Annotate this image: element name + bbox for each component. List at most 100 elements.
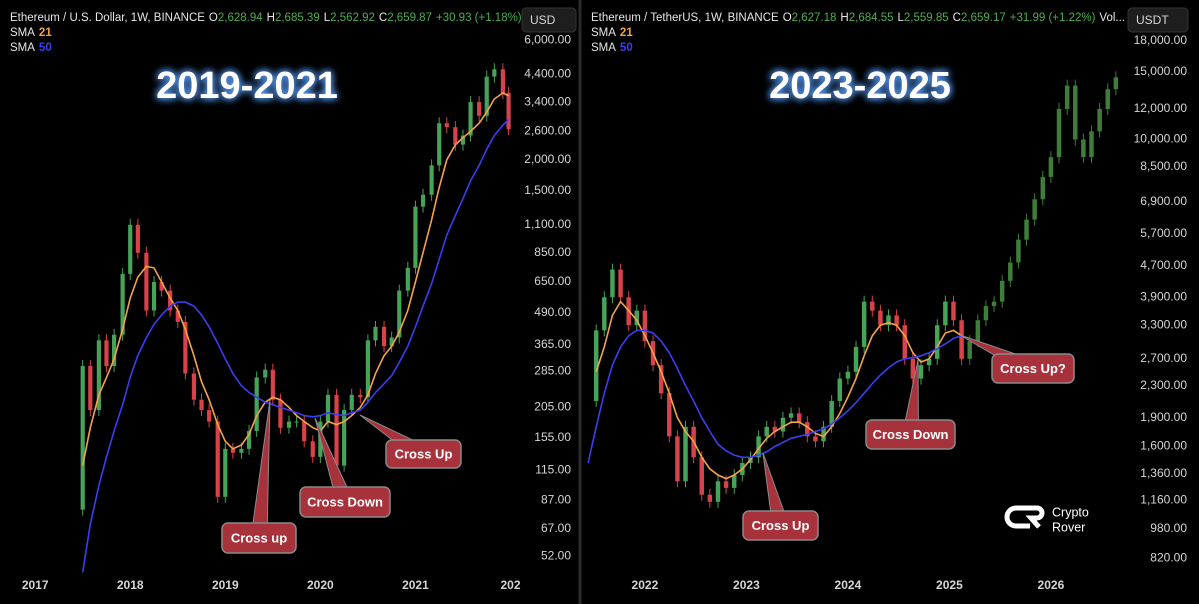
candle — [500, 69, 505, 93]
y-tick-label: 87.00 — [541, 493, 571, 507]
candle — [845, 371, 851, 379]
field-value: 2,685.39 — [274, 12, 320, 24]
legend-entry: SMA 21 — [591, 26, 1125, 41]
x-tick-label: 2018 — [117, 578, 144, 592]
annotation-box — [865, 419, 956, 450]
y-tick-label: 8,500.00 — [1140, 159, 1187, 173]
candle — [365, 340, 370, 398]
currency-label: USDT — [1136, 13, 1169, 27]
candle — [667, 393, 672, 437]
candle — [715, 481, 721, 502]
x-tick-label: 2021 — [402, 578, 429, 592]
candle — [120, 273, 125, 335]
x-tick-label: 2025 — [936, 578, 963, 592]
y-tick-label: 2,600.00 — [524, 123, 571, 137]
y-tick-label: 2,000.00 — [524, 152, 571, 166]
annotation-label: Cross Up — [752, 518, 810, 533]
annotation-label: Cross Up — [395, 446, 453, 461]
candle — [342, 410, 347, 466]
candle — [756, 436, 761, 458]
y-tick-label: 2,700.00 — [1140, 351, 1187, 365]
candle — [910, 358, 916, 379]
legend-param: 50 — [38, 42, 52, 54]
candle — [223, 448, 228, 497]
candle — [159, 281, 164, 291]
candle — [239, 448, 244, 453]
y-tick-label: 6,900.00 — [1140, 194, 1187, 208]
candle — [1056, 108, 1062, 158]
x-tick-label: 202 — [500, 578, 520, 592]
y-tick-label: 3,400.00 — [524, 94, 571, 108]
candle — [683, 426, 688, 482]
candle — [175, 310, 180, 322]
candle — [999, 280, 1005, 302]
candle — [199, 399, 204, 411]
field-key: H — [840, 12, 849, 24]
plot-area — [587, 71, 1119, 508]
candle — [943, 301, 948, 326]
candle — [707, 494, 713, 502]
candle — [772, 426, 778, 432]
x-tick-label: 2024 — [835, 578, 862, 592]
candle — [1024, 219, 1029, 240]
candle — [104, 340, 109, 366]
annotation-label: Cross Down — [873, 427, 949, 442]
candle — [1089, 131, 1094, 158]
sma-line — [587, 329, 962, 464]
candle — [959, 320, 964, 359]
y-tick-label: 52.00 — [541, 549, 571, 563]
chart-title: 2019-2021 — [156, 65, 338, 107]
field-key: L — [897, 12, 904, 24]
candle — [207, 410, 212, 422]
currency-label: USD — [530, 13, 556, 27]
y-tick-label: 5,700.00 — [1140, 226, 1187, 240]
candle — [926, 358, 932, 366]
x-tick-label: 2017 — [22, 578, 49, 592]
y-tick-label: 4,700.00 — [1140, 258, 1187, 272]
candle — [853, 346, 859, 372]
candle — [975, 320, 981, 342]
candle — [88, 365, 93, 411]
candle — [1113, 77, 1119, 90]
y-tick-label: 67.00 — [541, 521, 571, 535]
legend-entry: SMA 21 — [10, 26, 522, 41]
candle — [796, 413, 802, 423]
candle — [902, 325, 907, 359]
field-key: O — [208, 12, 218, 24]
field-value: +30.93 (+1.18%) — [435, 12, 522, 24]
candle — [286, 421, 292, 428]
y-tick-label: 205.00 — [534, 400, 571, 414]
candle — [837, 378, 843, 401]
candle — [1064, 85, 1070, 109]
legend-name: SMA — [591, 27, 616, 39]
candle — [886, 315, 891, 326]
candle — [1016, 239, 1021, 263]
candle — [111, 334, 117, 366]
y-tick-label: 850.00 — [534, 245, 571, 259]
y-tick-label: 820.00 — [1150, 551, 1187, 565]
y-tick-label: 3,300.00 — [1140, 317, 1187, 331]
candle — [764, 426, 769, 437]
field-value: 2,627.18 — [791, 12, 837, 24]
candle — [294, 421, 299, 423]
candle — [460, 135, 466, 145]
symbol: Ethereum / TetherUS, 1W, BINANCE — [591, 12, 779, 24]
candle — [444, 123, 449, 128]
logo-text: Rover — [1052, 520, 1085, 534]
annotation-box — [385, 439, 462, 469]
candle — [373, 326, 378, 341]
field-key: L — [323, 12, 331, 24]
candle — [429, 165, 434, 195]
candle — [144, 252, 149, 311]
sma-line — [81, 91, 509, 466]
y-tick-label: 15,000.00 — [1134, 64, 1188, 78]
legend-name: SMA — [10, 27, 35, 39]
symbol-line: Ethereum / TetherUS, 1W, BINANCE O2,627.1… — [591, 11, 1125, 26]
candle — [813, 436, 818, 442]
candle — [829, 400, 834, 427]
y-tick-label: 155.00 — [534, 430, 571, 444]
y-tick-label: 3,900.00 — [1140, 289, 1187, 303]
candle — [437, 123, 442, 166]
